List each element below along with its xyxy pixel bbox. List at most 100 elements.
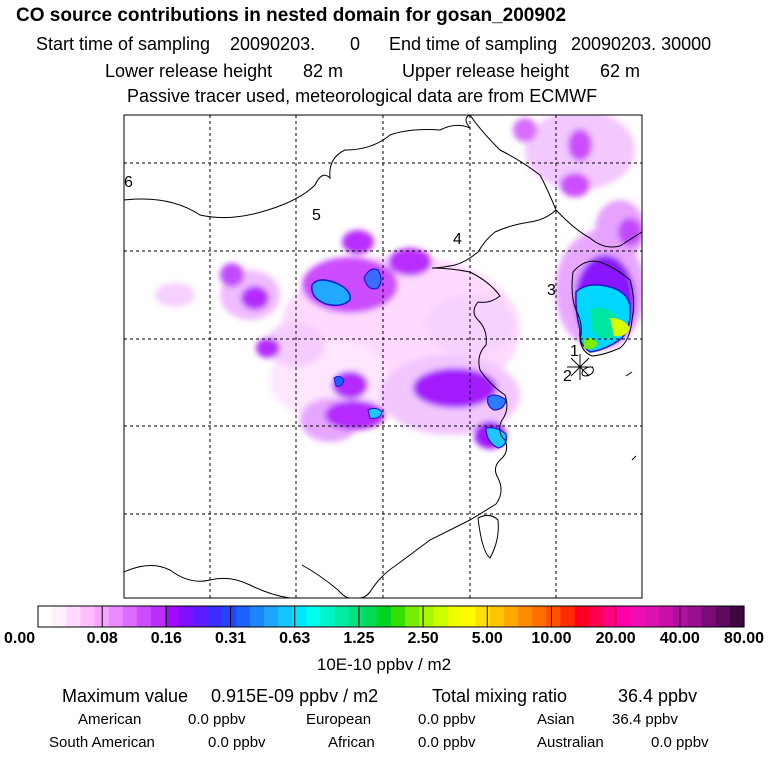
colorbar-cell <box>348 606 364 627</box>
colorbar-cell <box>136 606 152 627</box>
colorbar-cell <box>602 606 618 627</box>
colorbar-cell <box>489 606 505 627</box>
colorbar-frame <box>37 605 745 628</box>
plume-mid <box>513 118 537 142</box>
colorbar-tick-label: 10.00 <box>531 630 572 647</box>
plume-mid <box>241 286 269 310</box>
island-mark <box>631 455 637 461</box>
american-value: 0.0 ppbv <box>188 711 246 728</box>
region-label-5: 5 <box>312 207 321 224</box>
map-frame <box>123 114 643 599</box>
coastlines <box>124 115 642 598</box>
colorbar-tick-label: 1.25 <box>343 630 375 647</box>
receptor-marker <box>567 354 593 380</box>
colorbar-cell <box>292 606 307 627</box>
total-mixing-value: 36.4 ppbv <box>618 686 698 706</box>
border-south2 <box>301 564 351 598</box>
colorbar-cell <box>532 606 547 627</box>
receptor-ray <box>570 357 590 377</box>
colorbar-cell <box>193 606 209 627</box>
region-label-4: 4 <box>453 231 462 248</box>
end-time-label: End time of sampling <box>389 34 558 54</box>
plume-mid <box>560 173 590 197</box>
region-label-6: 6 <box>124 174 133 191</box>
plume-mid <box>568 129 592 161</box>
colorbar-cell <box>447 606 463 627</box>
region-label-2: 2 <box>563 368 572 385</box>
colorbar-cell <box>179 606 194 627</box>
american-label: American <box>78 711 142 728</box>
taiwan-coast <box>477 514 499 559</box>
colorbar-cell <box>729 606 745 627</box>
upper-height-label: Upper release height <box>402 61 570 81</box>
colorbar-cell <box>475 606 491 627</box>
colorbar-cell <box>546 606 562 627</box>
plume-halo <box>155 283 195 307</box>
colorbar-cell <box>362 606 378 627</box>
colorbar-cell <box>221 606 237 627</box>
colorbar-cell <box>433 606 449 627</box>
start-time-label: Start time of sampling <box>36 34 211 54</box>
colorbar-cell <box>518 606 533 627</box>
plume-mid <box>413 368 497 408</box>
colorbar-cell <box>263 606 279 627</box>
colorbar-cell <box>659 606 674 627</box>
colorbar-cell <box>235 606 251 627</box>
border-south <box>124 565 291 598</box>
african-label: African <box>328 734 375 751</box>
island-mark <box>625 371 633 377</box>
plume-core-korea <box>590 308 619 339</box>
plume-mid <box>388 248 432 276</box>
colorbar-cell <box>38 606 53 627</box>
colorbar-cell <box>376 606 392 627</box>
colorbar-cell <box>419 606 434 627</box>
lower-height-value: 82 m <box>303 61 344 81</box>
colorbar-cell <box>391 606 406 627</box>
colorbar-cell <box>108 606 124 627</box>
max-value: 0.915E-09 ppbv / m2 <box>211 686 379 706</box>
asian-label: Asian <box>537 711 575 728</box>
colorbar-cell <box>334 606 350 627</box>
colorbar <box>38 606 745 627</box>
colorbar-cell <box>80 606 96 627</box>
colorbar-cell <box>715 606 731 627</box>
colorbar-cell <box>687 606 703 627</box>
colorbar-cell <box>673 606 689 627</box>
colorbar-tick-label: 0.31 <box>214 630 247 647</box>
south-american-value: 0.0 ppbv <box>208 734 266 751</box>
start-time-value: 20090203. <box>230 34 316 54</box>
china-coast <box>359 267 508 598</box>
asian-value: 36.4 ppbv <box>612 711 678 728</box>
plume-mid <box>256 338 280 358</box>
colorbar-tick-label: 2.50 <box>407 630 439 647</box>
border-russia <box>555 209 642 248</box>
colorbar-unit: 10E-10 ppbv / m2 <box>316 655 452 674</box>
plume-mid <box>325 400 385 430</box>
plume-mid <box>220 263 244 287</box>
plume-mid <box>342 230 374 254</box>
plume-core <box>333 375 345 387</box>
colorbar-tick-label: 0.08 <box>86 630 118 647</box>
australian-value: 0.0 ppbv <box>651 734 709 751</box>
colorbar-cell <box>631 606 646 627</box>
max-value-label: Maximum value <box>62 686 189 706</box>
colorbar-tick-label: 40.00 <box>659 630 700 647</box>
plume-layer <box>155 115 642 449</box>
plume-mid <box>618 218 642 246</box>
colorbar-cell <box>207 606 223 627</box>
colorbar-tick-label: 0.16 <box>150 630 182 647</box>
region-label-1: 1 <box>570 343 579 360</box>
graticule <box>124 115 642 598</box>
colorbar-cell <box>278 606 293 627</box>
colorbar-cell <box>66 606 81 627</box>
plot-title: CO source contributions in nested domain… <box>16 5 567 26</box>
european-value: 0.0 ppbv <box>418 711 476 728</box>
tracer-note-text: Passive tracer used, meteorological data… <box>127 86 598 106</box>
plume-core <box>367 407 383 419</box>
plume-core-korea <box>610 318 630 337</box>
colorbar-cell <box>150 606 166 627</box>
region-labels: 1 2 3 4 5 6 <box>124 174 579 385</box>
plume-halo <box>265 323 325 367</box>
colorbar-cell <box>122 606 138 627</box>
colorbar-cell <box>461 606 477 627</box>
